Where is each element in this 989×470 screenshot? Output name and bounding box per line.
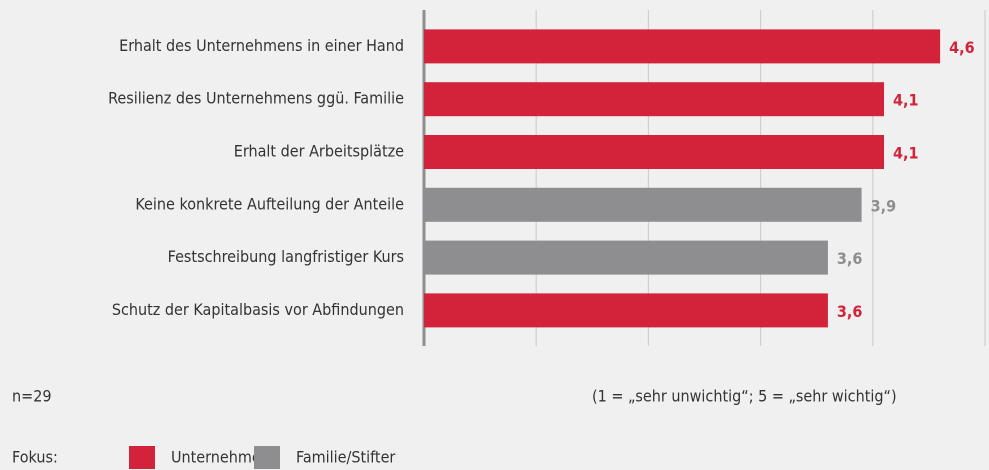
bar <box>424 240 828 275</box>
sample-note: n=29 <box>12 387 52 406</box>
bar <box>424 187 862 222</box>
legend-swatch <box>129 446 155 469</box>
value-label: 3,6 <box>837 249 863 268</box>
legend-label: Unternehmen <box>171 448 270 467</box>
category-label: Resilienz des Unternehmens ggü. Familie <box>108 89 404 108</box>
value-label: 4,6 <box>949 38 975 57</box>
category-label: Festschreibung langfristiger Kurs <box>168 247 404 266</box>
category-label: Erhalt des Unternehmens in einer Hand <box>119 36 404 55</box>
value-label: 4,1 <box>893 144 919 163</box>
bar <box>424 82 885 117</box>
category-label: Erhalt der Arbeitsplätze <box>234 142 404 161</box>
bar <box>424 29 941 64</box>
value-label: 3,6 <box>837 302 863 321</box>
scale-note: (1 = „sehr unwichtig“; 5 = „sehr wichtig… <box>592 387 897 406</box>
legend-title: Fokus: <box>12 448 58 467</box>
legend-swatch <box>254 446 280 469</box>
bar <box>424 135 885 169</box>
category-label: Keine konkrete Aufteilung der Anteile <box>135 194 404 213</box>
category-label: Schutz der Kapitalbasis vor Abfindungen <box>112 300 404 319</box>
value-label: 3,9 <box>871 196 897 215</box>
value-label: 4,1 <box>893 91 919 110</box>
bar <box>424 293 828 328</box>
legend-label: Familie/Stifter <box>296 448 395 467</box>
